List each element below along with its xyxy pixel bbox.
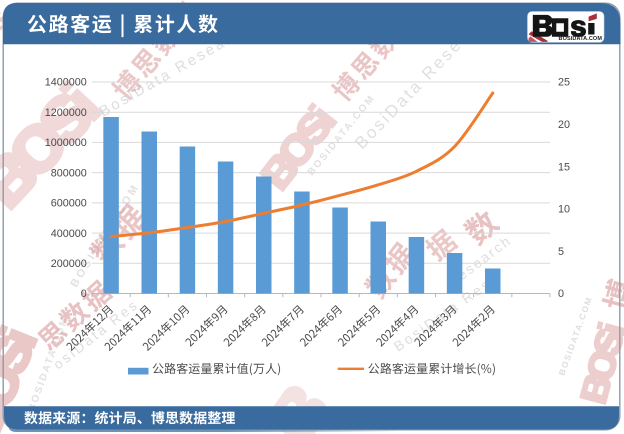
svg-text:1200000: 1200000 [45,107,87,119]
svg-text:0: 0 [558,288,564,300]
svg-text:0: 0 [81,288,87,300]
svg-text:1000000: 1000000 [45,137,87,149]
svg-text:25: 25 [558,77,570,89]
svg-text:800000: 800000 [51,167,87,179]
svg-text:200000: 200000 [51,258,87,270]
svg-text:400000: 400000 [51,228,87,240]
svg-text:1400000: 1400000 [45,77,87,89]
svg-text:BOSIDATA.COM: BOSIDATA.COM [559,36,603,42]
svg-text:600000: 600000 [51,198,87,210]
svg-text:15: 15 [558,161,570,173]
svg-text:5: 5 [558,246,564,258]
svg-text:20: 20 [558,119,570,131]
svg-text:10: 10 [558,204,570,216]
